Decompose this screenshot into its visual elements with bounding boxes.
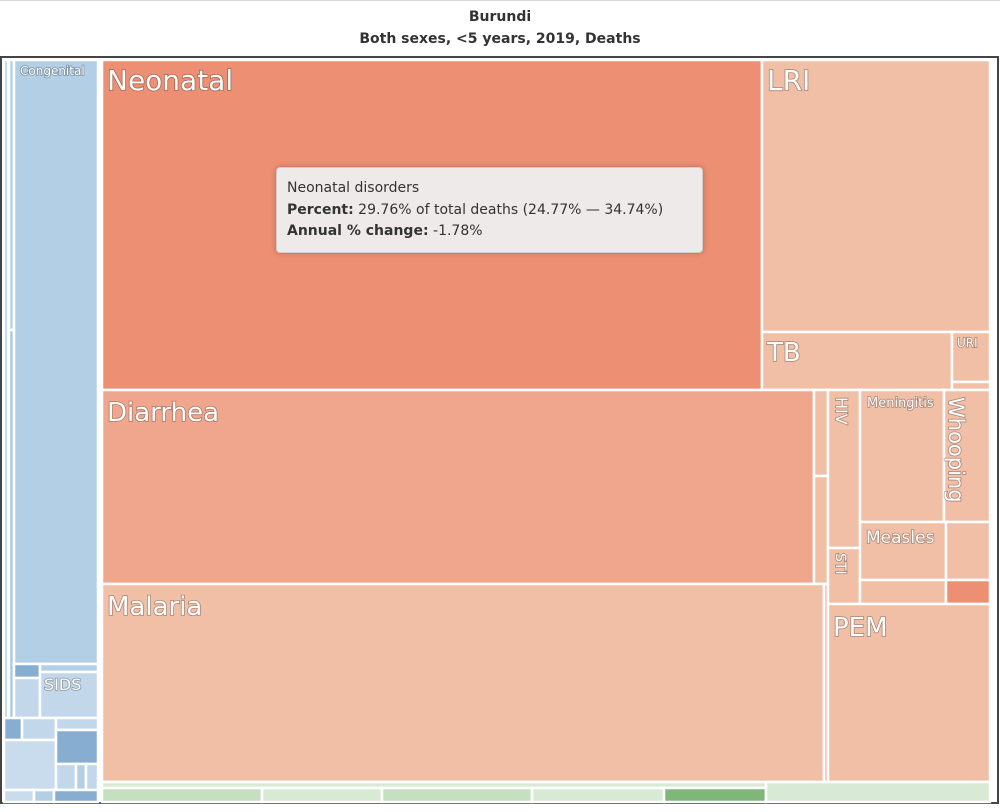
label-sti: STI xyxy=(832,553,848,575)
ncd-small-cell[interactable] xyxy=(74,762,88,792)
treemap-cell-pem[interactable] xyxy=(826,602,992,784)
ncd-small-cell[interactable] xyxy=(54,728,100,766)
tooltip: Neonatal disorders Percent: 29.76% of to… xyxy=(276,167,703,253)
chart-header: Burundi Both sexes, <5 years, 2019, Deat… xyxy=(0,6,1000,50)
injury-cell[interactable] xyxy=(100,786,264,804)
treemap-cell-tb[interactable] xyxy=(760,330,954,392)
tooltip-percent-label: Percent: xyxy=(287,201,354,218)
ncd-small-cell[interactable] xyxy=(12,662,42,680)
label-sids: SIDS xyxy=(44,675,81,694)
label-diarrhea: Diarrhea xyxy=(107,398,219,428)
injury-cell[interactable] xyxy=(764,780,992,804)
tooltip-change-row: Annual % change: -1.78% xyxy=(287,221,692,243)
top-divider xyxy=(0,0,1000,1)
tooltip-change-value: -1.78% xyxy=(433,223,483,239)
ncd-small-cell[interactable] xyxy=(54,716,100,732)
tooltip-change-label: Annual % change: xyxy=(287,223,429,239)
injury-cell[interactable] xyxy=(530,786,666,804)
label-congenital: Congenital xyxy=(20,64,85,78)
treemap-cell-lri[interactable] xyxy=(760,58,992,334)
treemap-cell-congenital[interactable] xyxy=(12,58,100,666)
label-uri: URI xyxy=(957,336,978,350)
comm-small-cell[interactable] xyxy=(858,578,948,606)
ncd-small-cell[interactable] xyxy=(2,716,24,742)
comm-small-cell[interactable] xyxy=(812,388,830,478)
label-lri: LRI xyxy=(767,64,810,97)
label-neonatal: Neonatal xyxy=(107,64,233,97)
chart-title: Burundi xyxy=(468,9,532,25)
ncd-small-cell[interactable] xyxy=(2,788,36,804)
treemap-cell-meningitis[interactable] xyxy=(858,388,946,524)
tooltip-percent-value: 29.76% of total deaths (24.77% — 34.74%) xyxy=(358,201,664,218)
tooltip-cause: Neonatal disorders xyxy=(287,180,420,196)
comm-small-cell[interactable] xyxy=(812,474,830,586)
ncd-small-cell[interactable] xyxy=(84,762,100,792)
ncd-small-cell[interactable] xyxy=(12,676,42,720)
ncd-small-cell[interactable] xyxy=(52,788,100,804)
ncd-sliver[interactable] xyxy=(2,58,10,730)
chart-subtitle: Both sexes, <5 years, 2019, Deaths xyxy=(359,31,641,47)
treemap-cell-hiv[interactable] xyxy=(826,388,862,550)
ncd-small-cell[interactable] xyxy=(20,716,58,742)
treemap-cell-whooping[interactable] xyxy=(942,388,992,524)
injury-cell[interactable] xyxy=(662,786,768,804)
label-pem: PEM xyxy=(833,613,888,643)
label-malaria: Malaria xyxy=(107,592,202,622)
ncd-small-cell[interactable] xyxy=(2,738,58,792)
label-meningitis: Meningitis xyxy=(867,396,934,411)
label-tb: TB xyxy=(766,338,801,368)
comm-small-cell[interactable] xyxy=(944,520,992,582)
ncd-small-cell[interactable] xyxy=(54,762,78,792)
ncd-small-cell[interactable] xyxy=(32,788,56,804)
treemap-cell-malaria[interactable] xyxy=(100,582,826,784)
tooltip-percent-row: Percent: 29.76% of total deaths (24.77% … xyxy=(287,200,692,222)
treemap-cell-sids[interactable] xyxy=(38,670,100,720)
label-whooping: Whooping xyxy=(944,397,968,503)
injury-cell[interactable] xyxy=(380,786,534,804)
label-hiv: HIV xyxy=(832,397,851,425)
comm-small-cell[interactable] xyxy=(944,578,992,606)
label-measles: Measles xyxy=(866,528,935,548)
injury-cell[interactable] xyxy=(260,786,384,804)
treemap-cell-diarrhea[interactable] xyxy=(100,388,816,586)
